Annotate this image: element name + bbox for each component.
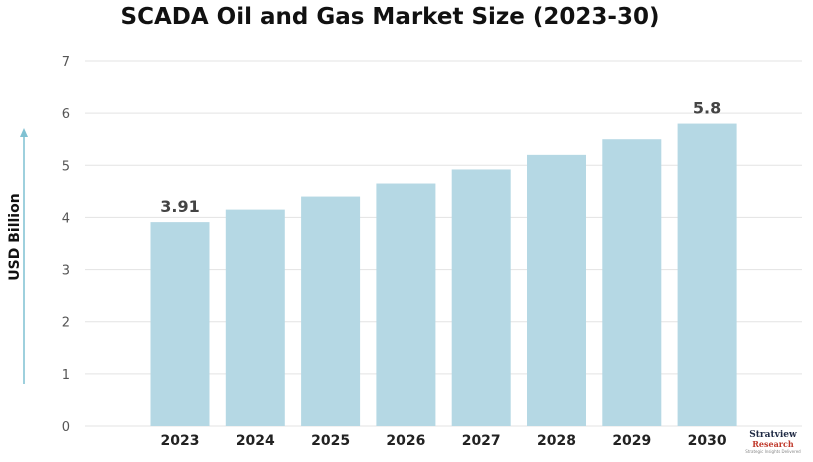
logo-line2: Research bbox=[752, 439, 794, 449]
bar-2027 bbox=[451, 169, 511, 426]
x-tick-label: 2025 bbox=[311, 433, 350, 449]
y-tick-label: 3 bbox=[62, 264, 70, 279]
x-tick-label: 2024 bbox=[236, 433, 275, 449]
y-axis-label: USD Billion bbox=[7, 128, 28, 384]
y-tick-label: 0 bbox=[62, 420, 70, 435]
data-labels: 3.91 5.8 bbox=[160, 99, 721, 217]
chart-title: SCADA Oil and Gas Market Size (2023-30) bbox=[120, 4, 660, 30]
bar-2029 bbox=[602, 139, 662, 426]
y-tick-label: 1 bbox=[62, 368, 70, 383]
x-tick-label: 2030 bbox=[688, 433, 727, 449]
y-tick-label: 5 bbox=[62, 159, 70, 174]
y-tick-label: 6 bbox=[62, 107, 70, 122]
bar-2030 bbox=[677, 123, 737, 427]
bars bbox=[150, 123, 737, 427]
bar-2028 bbox=[527, 154, 586, 426]
x-tick-label: 2023 bbox=[161, 433, 200, 449]
y-axis-ticks: 0 1 2 3 4 5 6 7 bbox=[62, 55, 70, 435]
logo-line1: Stratview bbox=[749, 430, 797, 440]
x-tick-label: 2029 bbox=[612, 433, 651, 449]
y-tick-label: 2 bbox=[62, 316, 70, 331]
stratview-logo: Stratview Research Strategic Insights De… bbox=[738, 430, 808, 460]
bar-2025 bbox=[301, 196, 361, 426]
y-tick-label: 4 bbox=[62, 211, 70, 226]
bar-2023 bbox=[150, 222, 210, 426]
y-axis-title: USD Billion bbox=[7, 193, 23, 280]
bar-2026 bbox=[376, 183, 436, 426]
x-tick-label: 2026 bbox=[386, 433, 425, 449]
y-tick-label: 7 bbox=[62, 55, 70, 70]
bar-2024 bbox=[225, 209, 285, 426]
logo-tagline: Strategic Insights Delivered bbox=[745, 449, 801, 454]
y-axis-arrow-head bbox=[20, 128, 28, 137]
x-tick-label: 2028 bbox=[537, 433, 576, 449]
data-label-2030: 5.8 bbox=[693, 99, 721, 118]
x-axis-categories: 2023 2024 2025 2026 2027 2028 2029 2030 bbox=[161, 433, 727, 449]
x-tick-label: 2027 bbox=[462, 433, 501, 449]
data-label-2023: 3.91 bbox=[160, 197, 199, 216]
